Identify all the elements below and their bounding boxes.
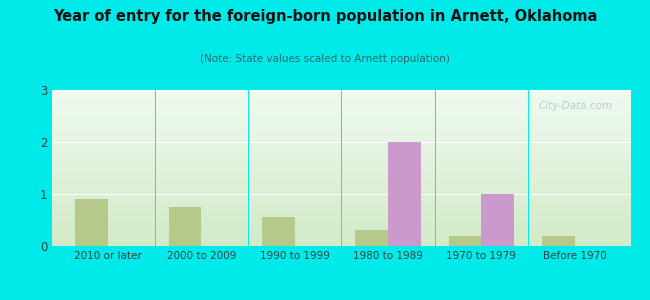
Bar bbox=[388, 142, 421, 246]
Bar bbox=[262, 218, 294, 246]
Text: City-Data.com: City-Data.com bbox=[539, 101, 613, 111]
Text: (Note: State values scaled to Arnett population): (Note: State values scaled to Arnett pop… bbox=[200, 54, 450, 64]
Legend: Arnett, Oklahoma: Arnett, Oklahoma bbox=[252, 296, 431, 300]
Bar bbox=[448, 236, 481, 246]
Bar bbox=[542, 236, 575, 246]
Bar bbox=[168, 207, 202, 246]
Text: Year of entry for the foreign-born population in Arnett, Oklahoma: Year of entry for the foreign-born popul… bbox=[53, 9, 597, 24]
Bar bbox=[481, 194, 514, 246]
Bar bbox=[75, 199, 108, 246]
Bar bbox=[356, 230, 388, 246]
